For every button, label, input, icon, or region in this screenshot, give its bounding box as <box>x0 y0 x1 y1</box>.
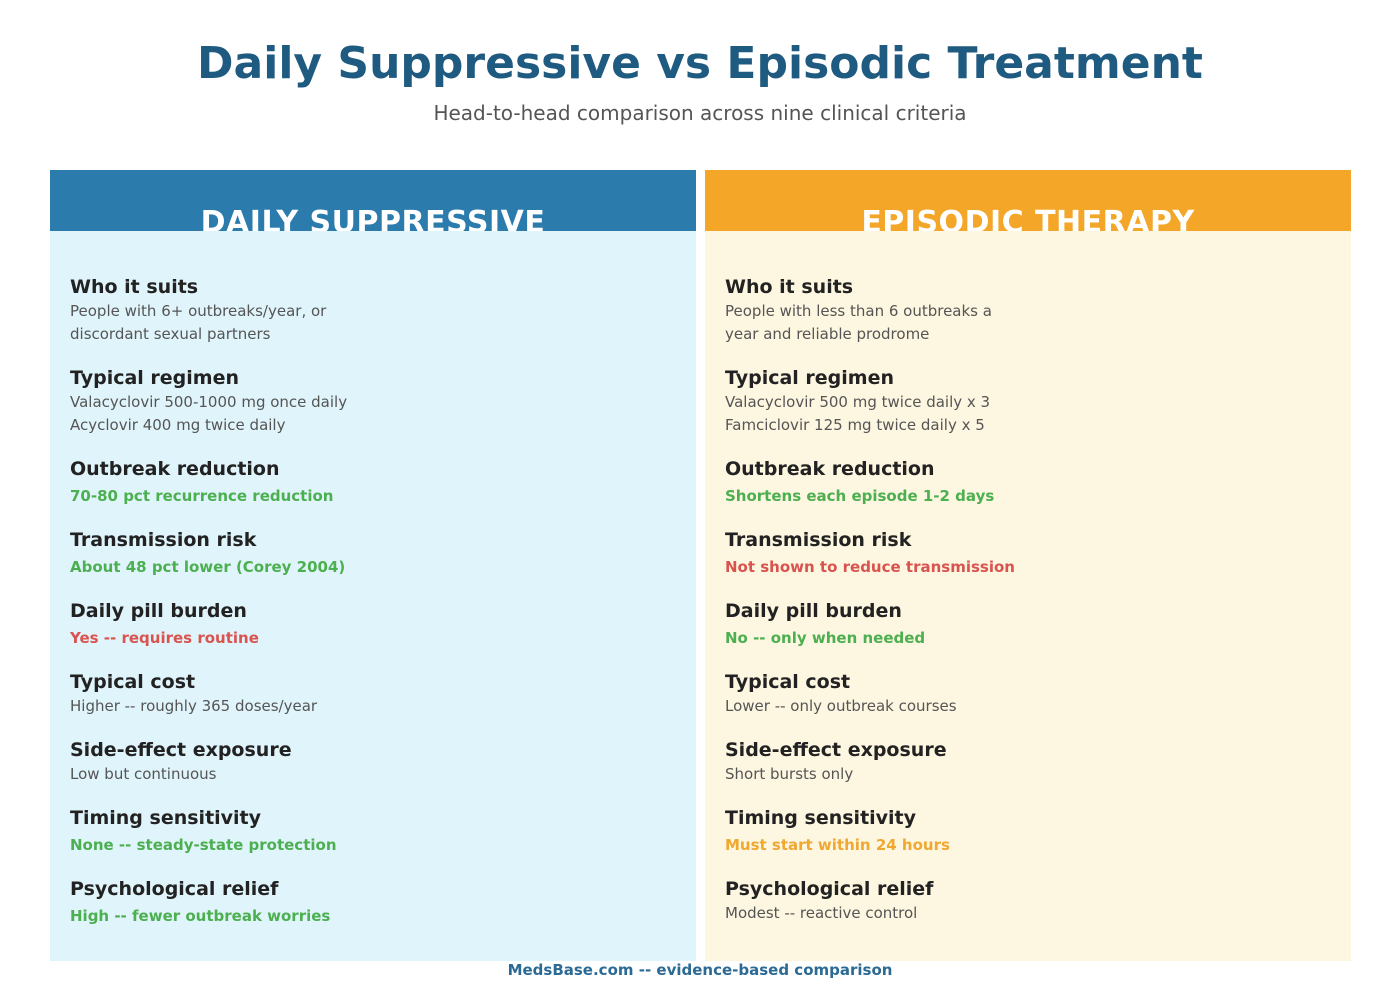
criterion-label: Typical cost <box>725 671 851 693</box>
criterion-value: Shortens each episode 1-2 days <box>725 487 995 505</box>
criterion-label: Daily pill burden <box>725 600 902 622</box>
criterion-label: Outbreak reduction <box>70 458 280 480</box>
column: EPISODIC THERAPY Who it suits People with … <box>705 170 1351 961</box>
criterion-value: Modest -- reactive control <box>725 904 918 922</box>
criterion: Who it suits People with 6+ outbreaks/yea… <box>70 274 676 346</box>
criterion-label: Side-effect exposure <box>725 739 947 761</box>
criterion: Timing sensitivity None -- steady-state p… <box>70 805 676 857</box>
criterion-value: 70-80 pct recurrence reduction <box>70 487 334 505</box>
criterion: Outbreak reduction 70-80 pct recurrence r… <box>70 456 676 508</box>
criterion: Typical cost Higher -- roughly 365 doses/… <box>70 669 676 718</box>
criterion: Transmission risk Not shown to reduce tra… <box>725 527 1331 579</box>
criterion-label: Daily pill burden <box>70 600 247 622</box>
criterion-value: Must start within 24 hours <box>725 836 950 854</box>
footer: MedsBase.com -- evidence-based compariso… <box>507 961 893 979</box>
column-heading: EPISODIC THERAPY <box>861 205 1195 232</box>
column-body: Who it suits People with less than 6 outb… <box>705 231 1351 961</box>
criterion-value: discordant sexual partners <box>70 325 271 343</box>
criterion-value: Valacyclovir 500-1000 mg once daily <box>70 393 348 411</box>
criterion-value: Lower -- only outbreak courses <box>725 697 957 715</box>
criterion-value: year and reliable prodrome <box>725 325 930 343</box>
criterion-value: Yes -- requires routine <box>70 629 259 647</box>
column-header: EPISODIC THERAPY <box>705 170 1351 231</box>
subtitle: Head-to-head comparison across nine clin… <box>433 101 967 125</box>
criterion-label: Who it suits <box>725 276 854 298</box>
criterion: Transmission risk About 48 pct lower (Cor… <box>70 527 676 579</box>
criterion-value: No -- only when needed <box>725 629 926 647</box>
column: DAILY SUPPRESSIVE Who it suits People with… <box>50 170 696 961</box>
criterion-value: Valacyclovir 500 mg twice daily x 3 <box>725 393 991 411</box>
criterion: Psychological relief Modest -- reactive c… <box>725 876 1331 925</box>
criterion: Typical regimen Valacyclovir 500-1000 mg … <box>70 365 676 437</box>
criterion-value: About 48 pct lower (Corey 2004) <box>70 558 346 576</box>
criterion: Daily pill burden No -- only when needed <box>725 598 1331 650</box>
criterion: Psychological relief High -- fewer outbre… <box>70 876 676 928</box>
criterion-label: Who it suits <box>70 276 199 298</box>
criterion-label: Timing sensitivity <box>70 807 262 829</box>
title: Daily Suppressive vs Episodic Treatment <box>197 38 1203 89</box>
criterion-value: None -- steady-state protection <box>70 836 337 854</box>
criterion-value: Higher -- roughly 365 doses/year <box>70 697 318 715</box>
criterion: Typical cost Lower -- only outbreak cours… <box>725 669 1331 718</box>
column-body: Who it suits People with 6+ outbreaks/yea… <box>50 231 696 961</box>
criterion-label: Transmission risk <box>725 529 912 551</box>
criterion-value: People with less than 6 outbreaks a <box>725 302 992 320</box>
criterion-label: Timing sensitivity <box>725 807 917 829</box>
criterion-label: Typical cost <box>70 671 196 693</box>
criterion-label: Typical regimen <box>70 367 239 389</box>
criterion-value: Acyclovir 400 mg twice daily <box>70 416 286 434</box>
criterion: Typical regimen Valacyclovir 500 mg twice… <box>725 365 1331 437</box>
criterion-value: Low but continuous <box>70 765 217 783</box>
criterion-value: Not shown to reduce transmission <box>725 558 1015 576</box>
column-header: DAILY SUPPRESSIVE <box>50 170 696 231</box>
criterion-label: Typical regimen <box>725 367 894 389</box>
criterion-value: Short bursts only <box>725 765 854 783</box>
criterion-value: People with 6+ outbreaks/year, or <box>70 302 327 320</box>
criterion: Side-effect exposure Low but continuous <box>70 737 676 786</box>
criterion-label: Psychological relief <box>70 878 279 900</box>
criterion-label: Transmission risk <box>70 529 257 551</box>
criterion: Timing sensitivity Must start within 24 h… <box>725 805 1331 857</box>
criterion: Who it suits People with less than 6 outb… <box>725 274 1331 346</box>
criterion-value: High -- fewer outbreak worries <box>70 907 331 925</box>
criterion-label: Outbreak reduction <box>725 458 935 480</box>
criterion-label: Psychological relief <box>725 878 934 900</box>
criterion: Outbreak reduction Shortens each episode … <box>725 456 1331 508</box>
criterion-value: Famciclovir 125 mg twice daily x 5 <box>725 416 985 434</box>
criterion: Side-effect exposure Short bursts only <box>725 737 1331 786</box>
criterion: Daily pill burden Yes -- requires routine <box>70 598 676 650</box>
column-heading: DAILY SUPPRESSIVE <box>200 205 546 232</box>
criterion-label: Side-effect exposure <box>70 739 292 761</box>
